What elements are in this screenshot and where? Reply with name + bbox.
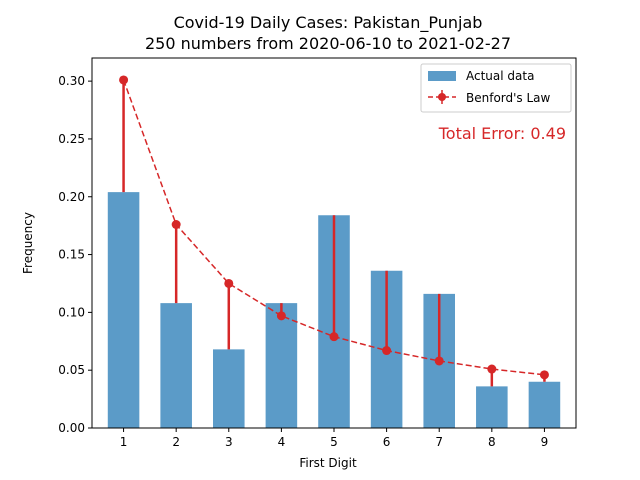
benford-point-digit-3 xyxy=(224,278,234,288)
y-tick-label-0.15: 0.15 xyxy=(58,248,85,262)
x-tick-label-4: 4 xyxy=(278,435,286,449)
x-tick-label-1: 1 xyxy=(120,435,128,449)
y-axis-ticks: 0.00 0.05 0.10 0.15 0.20 0.25 0.30 xyxy=(58,74,92,435)
x-axis-label: First Digit xyxy=(299,456,357,470)
benford-point-digit-8 xyxy=(487,364,497,374)
benford-point-digit-6 xyxy=(382,346,392,356)
bar-digit-1 xyxy=(107,192,140,428)
benford-point-digit-9 xyxy=(539,370,549,380)
x-axis-ticks: 1 2 3 4 5 6 7 8 9 xyxy=(120,428,549,449)
legend-swatch-benford-marker xyxy=(438,93,446,101)
legend-swatch-actual xyxy=(428,71,456,81)
bar-digit-9 xyxy=(528,381,561,428)
x-tick-label-3: 3 xyxy=(225,435,233,449)
x-tick-label-7: 7 xyxy=(435,435,443,449)
benford-point-digit-5 xyxy=(329,332,339,342)
legend-label-actual: Actual data xyxy=(466,69,534,83)
x-tick-label-9: 9 xyxy=(541,435,549,449)
benford-point-digit-1 xyxy=(119,75,129,85)
chart-title: Covid-19 Daily Cases: Pakistan_Punjab xyxy=(174,13,483,33)
bar-digit-4 xyxy=(265,303,298,428)
y-tick-label-0.25: 0.25 xyxy=(58,132,85,146)
benford-point-digit-2 xyxy=(171,220,181,229)
bar-digit-3 xyxy=(213,349,245,428)
x-tick-label-2: 2 xyxy=(172,435,180,449)
benford-layer xyxy=(119,75,549,380)
bar-digit-8 xyxy=(476,386,508,428)
x-tick-label-8: 8 xyxy=(488,435,496,449)
y-tick-label-0.30: 0.30 xyxy=(58,74,85,88)
legend-box xyxy=(420,63,572,113)
legend: Actual data Benford's Law xyxy=(420,63,572,113)
benford-point-digit-4 xyxy=(276,311,286,321)
bar-digit-2 xyxy=(160,303,192,428)
benford-point-digit-7 xyxy=(434,356,444,366)
x-tick-label-5: 5 xyxy=(330,435,338,449)
y-tick-label-0.00: 0.00 xyxy=(58,421,85,435)
x-tick-label-6: 6 xyxy=(383,435,391,449)
y-tick-label-0.20: 0.20 xyxy=(58,190,85,204)
chart-subtitle: 250 numbers from 2020-06-10 to 2021-02-2… xyxy=(145,34,511,53)
legend-label-benford: Benford's Law xyxy=(466,91,551,105)
y-tick-label-0.05: 0.05 xyxy=(58,363,85,377)
y-tick-label-0.10: 0.10 xyxy=(58,305,85,319)
total-error-annotation: Total Error: 0.49 xyxy=(438,124,566,143)
y-axis-label: Frequency xyxy=(21,212,35,274)
